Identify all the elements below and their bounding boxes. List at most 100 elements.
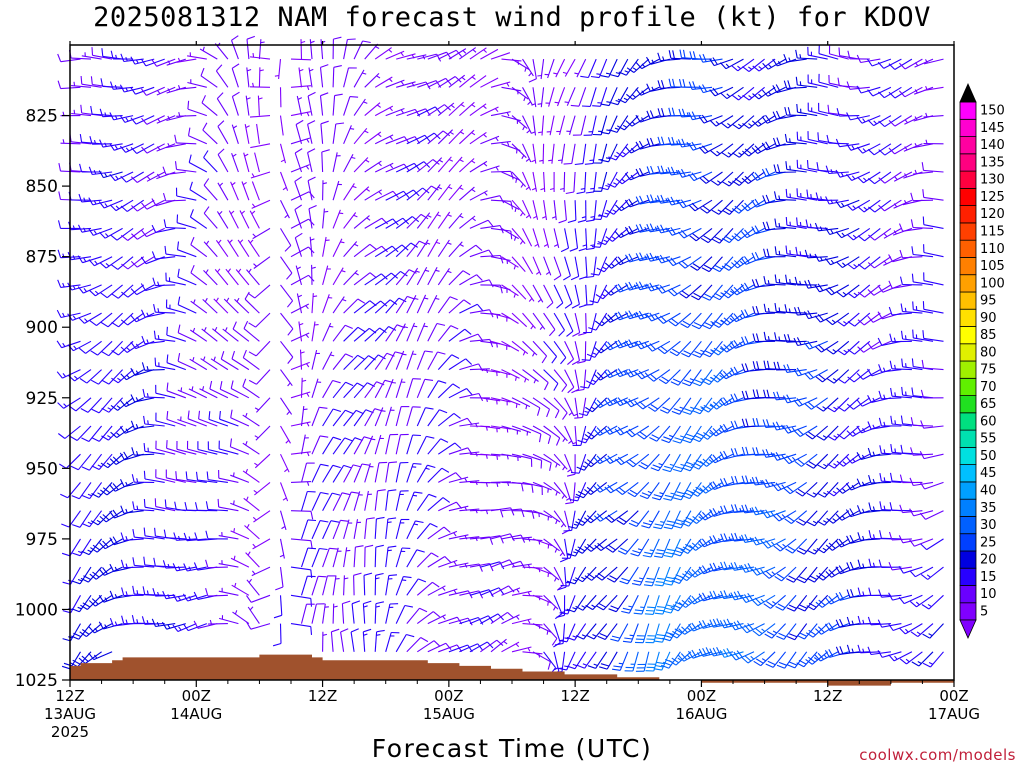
barb-half-feather bbox=[188, 536, 191, 541]
wind-barb bbox=[177, 296, 197, 314]
barb-half-feather bbox=[156, 173, 161, 178]
barb-feather bbox=[119, 84, 125, 93]
wind-barb bbox=[251, 199, 271, 209]
wind-barb bbox=[258, 39, 265, 60]
barb-feather bbox=[177, 296, 181, 305]
barb-feather bbox=[110, 404, 118, 411]
barb-feather bbox=[130, 420, 135, 429]
barb-feather bbox=[163, 219, 167, 228]
wind-barb bbox=[234, 297, 250, 314]
barb-feather bbox=[200, 67, 205, 76]
wind-barb bbox=[246, 35, 255, 60]
wind-barb bbox=[162, 192, 186, 202]
wind-barb bbox=[205, 588, 228, 597]
barb-feather bbox=[540, 460, 543, 469]
barb-feather bbox=[100, 462, 109, 469]
barb-feather bbox=[189, 209, 194, 218]
barb-feather bbox=[219, 410, 221, 420]
barb-half-feather bbox=[193, 299, 196, 304]
wind-barb bbox=[177, 387, 197, 399]
wind-barb bbox=[98, 199, 123, 209]
wind-barb bbox=[98, 594, 123, 603]
barb-half-feather bbox=[96, 519, 101, 523]
barb-half-feather bbox=[202, 386, 205, 391]
wind-barb bbox=[153, 330, 176, 342]
wind-barb bbox=[219, 410, 239, 427]
barb-feather bbox=[81, 629, 90, 635]
wind-barb bbox=[110, 256, 134, 270]
barb-feather bbox=[248, 351, 257, 357]
barb-half-feather bbox=[72, 225, 76, 230]
wind-barb bbox=[141, 335, 165, 345]
wind-barb bbox=[247, 284, 271, 299]
wind-barb bbox=[214, 268, 229, 286]
barb-staff bbox=[127, 256, 145, 270]
wind-barb bbox=[90, 340, 113, 356]
barb-half-feather bbox=[234, 610, 238, 615]
barb-staff bbox=[332, 67, 335, 88]
barb-feather bbox=[184, 501, 188, 511]
barb-feather bbox=[187, 410, 190, 419]
barb-feather bbox=[101, 48, 104, 57]
wind-barb bbox=[130, 86, 155, 95]
wind-barb bbox=[120, 312, 145, 326]
barb-feather bbox=[119, 426, 126, 434]
barb-half-feather bbox=[177, 566, 181, 571]
barb-feather bbox=[230, 409, 233, 418]
wind-barb bbox=[246, 268, 260, 286]
barb-staff bbox=[177, 594, 197, 602]
barb-feather bbox=[78, 347, 86, 354]
barb-staff bbox=[146, 86, 165, 96]
wind-barb bbox=[89, 566, 113, 580]
barb-feather bbox=[140, 58, 147, 67]
wind-barb bbox=[101, 425, 123, 441]
barb-feather bbox=[333, 36, 342, 40]
wind-barb bbox=[218, 532, 239, 540]
barb-feather bbox=[91, 465, 100, 470]
barb-staff bbox=[81, 83, 102, 88]
wind-barb bbox=[162, 560, 186, 569]
barb-half-feather bbox=[167, 115, 171, 120]
barb-feather bbox=[172, 563, 178, 572]
barb-staff bbox=[78, 482, 92, 500]
barb-feather bbox=[62, 581, 71, 585]
barb-half-feather bbox=[117, 377, 122, 381]
wind-barb bbox=[257, 95, 263, 116]
barb-feather bbox=[131, 447, 135, 456]
wind-barb bbox=[121, 284, 145, 298]
wind-barb bbox=[187, 410, 207, 427]
barb-half-feather bbox=[104, 597, 108, 602]
wind-barb bbox=[88, 256, 113, 267]
barb-half-feather bbox=[94, 290, 99, 295]
barb-feather bbox=[143, 415, 146, 425]
wind-barb bbox=[217, 120, 229, 145]
barb-staff bbox=[231, 68, 239, 88]
barb-half-feather bbox=[618, 662, 623, 665]
barb-half-feather bbox=[548, 159, 553, 162]
wind-barb bbox=[56, 340, 81, 349]
wind-barb bbox=[176, 85, 197, 90]
wind-barb bbox=[109, 112, 134, 121]
barb-half-feather bbox=[78, 550, 83, 554]
barb-feather bbox=[198, 410, 201, 420]
barb-staff bbox=[254, 453, 271, 469]
barb-staff bbox=[218, 448, 239, 455]
barb-feather bbox=[131, 233, 138, 240]
barb-half-feather bbox=[660, 521, 665, 523]
barb-feather bbox=[90, 105, 93, 115]
barb-feather bbox=[78, 657, 86, 664]
barb-feather bbox=[120, 505, 125, 514]
barb-staff bbox=[118, 312, 134, 328]
barb-feather bbox=[83, 575, 91, 580]
barb-feather bbox=[162, 166, 167, 175]
barb-feather bbox=[219, 380, 223, 390]
barb-feather bbox=[205, 530, 209, 539]
barb-half-feather bbox=[251, 173, 255, 178]
barb-half-feather bbox=[83, 227, 86, 232]
barb-feather bbox=[98, 170, 104, 178]
wind-barb bbox=[111, 284, 134, 299]
barb-feather bbox=[80, 104, 83, 114]
wind-barb bbox=[246, 578, 260, 596]
barb-staff bbox=[232, 328, 250, 342]
barb-feather bbox=[77, 286, 84, 294]
